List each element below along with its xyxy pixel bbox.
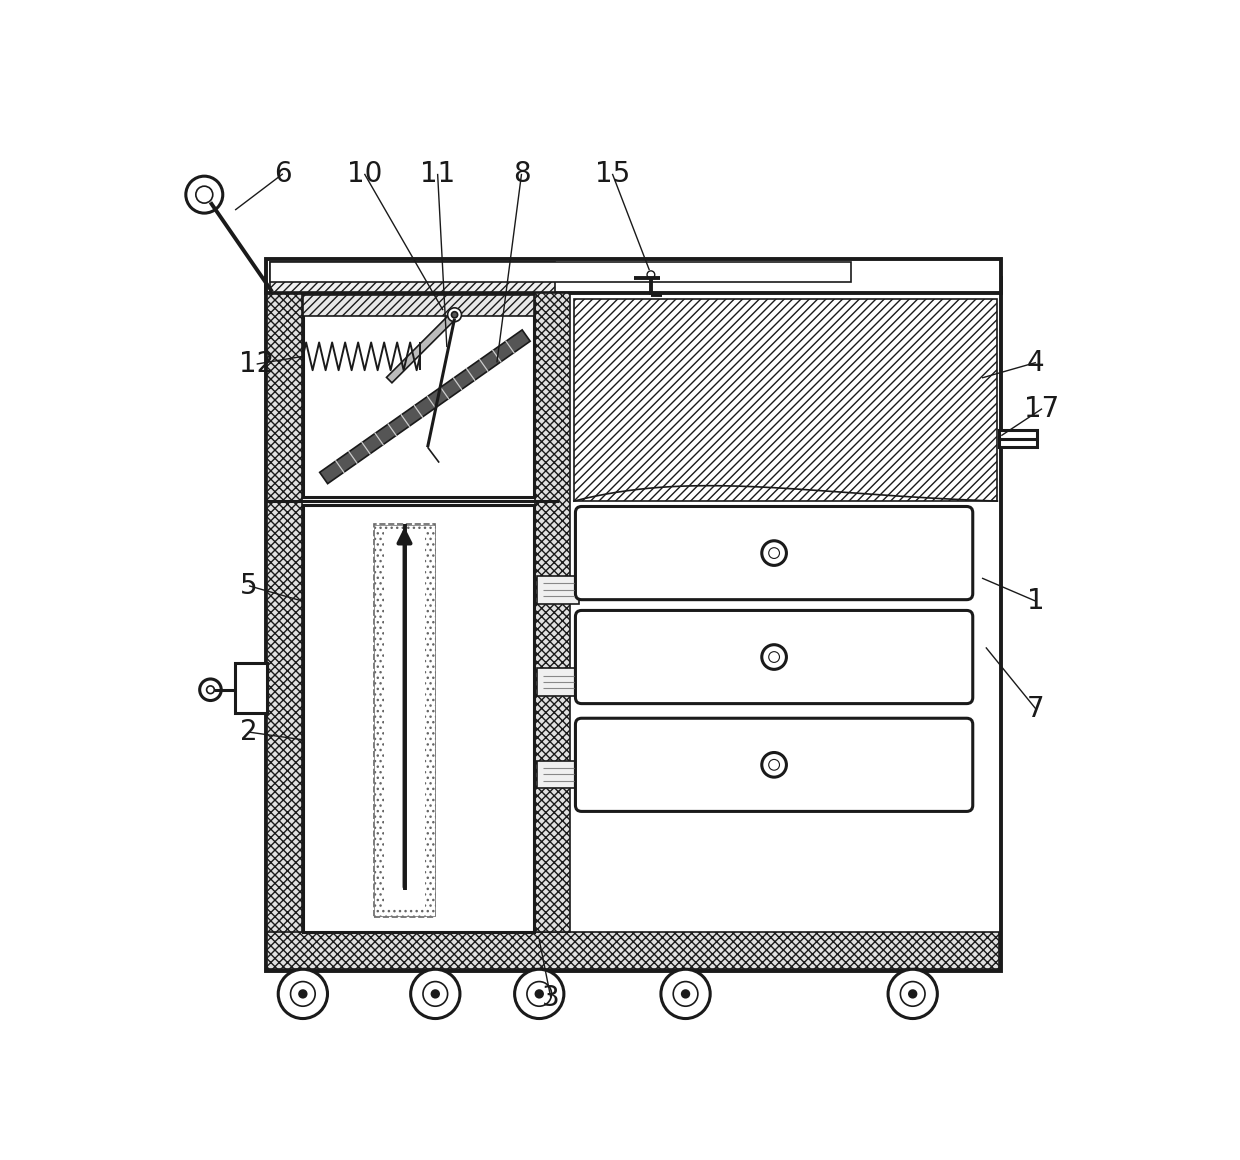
Bar bbox=[374, 525, 434, 916]
Polygon shape bbox=[320, 329, 531, 484]
Text: 6: 6 bbox=[274, 160, 291, 188]
Text: 17: 17 bbox=[1024, 394, 1060, 422]
Bar bbox=[270, 262, 554, 291]
Bar bbox=[303, 300, 534, 498]
Text: 1: 1 bbox=[1027, 587, 1045, 615]
Circle shape bbox=[761, 753, 786, 777]
Text: 2: 2 bbox=[241, 718, 258, 746]
FancyBboxPatch shape bbox=[575, 507, 972, 600]
Bar bbox=[537, 668, 579, 696]
Bar bbox=[265, 277, 1001, 971]
Bar bbox=[303, 505, 534, 933]
Bar bbox=[236, 662, 268, 713]
Text: 10: 10 bbox=[347, 160, 382, 188]
Text: 7: 7 bbox=[1027, 695, 1045, 723]
Circle shape bbox=[761, 645, 786, 669]
Circle shape bbox=[527, 981, 552, 1006]
Bar bbox=[536, 293, 570, 933]
Circle shape bbox=[536, 989, 543, 998]
Bar bbox=[268, 933, 999, 970]
Circle shape bbox=[290, 981, 315, 1006]
Circle shape bbox=[909, 989, 916, 998]
Circle shape bbox=[196, 186, 213, 203]
Circle shape bbox=[761, 541, 786, 565]
Circle shape bbox=[515, 970, 564, 1018]
Bar bbox=[383, 532, 425, 909]
FancyBboxPatch shape bbox=[575, 718, 972, 811]
Circle shape bbox=[200, 679, 221, 701]
Circle shape bbox=[900, 981, 925, 1006]
Text: 8: 8 bbox=[512, 160, 531, 188]
Circle shape bbox=[451, 312, 458, 318]
Circle shape bbox=[448, 307, 461, 321]
Bar bbox=[999, 430, 1038, 448]
Bar bbox=[303, 295, 534, 317]
Text: 5: 5 bbox=[241, 572, 258, 600]
Circle shape bbox=[682, 989, 689, 998]
Text: 15: 15 bbox=[595, 160, 630, 188]
Text: 11: 11 bbox=[420, 160, 455, 188]
Circle shape bbox=[769, 548, 780, 558]
Circle shape bbox=[410, 970, 460, 1018]
Circle shape bbox=[186, 176, 223, 213]
Bar bbox=[574, 298, 997, 501]
Circle shape bbox=[299, 989, 306, 998]
Bar bbox=[537, 575, 579, 603]
Bar bbox=[268, 293, 303, 970]
Circle shape bbox=[661, 970, 711, 1018]
Circle shape bbox=[673, 981, 698, 1006]
Bar bbox=[265, 259, 1001, 293]
Circle shape bbox=[769, 760, 780, 770]
Bar bbox=[537, 761, 579, 789]
Bar bbox=[373, 524, 435, 916]
Circle shape bbox=[647, 271, 655, 278]
Text: 3: 3 bbox=[542, 984, 559, 1012]
Bar bbox=[270, 262, 851, 282]
Circle shape bbox=[423, 981, 448, 1006]
Circle shape bbox=[278, 970, 327, 1018]
Polygon shape bbox=[387, 312, 458, 383]
FancyBboxPatch shape bbox=[575, 610, 972, 704]
Circle shape bbox=[432, 989, 439, 998]
Circle shape bbox=[769, 652, 780, 662]
Circle shape bbox=[207, 686, 215, 694]
Text: 12: 12 bbox=[239, 350, 274, 378]
Circle shape bbox=[888, 970, 937, 1018]
Text: 4: 4 bbox=[1027, 348, 1045, 377]
